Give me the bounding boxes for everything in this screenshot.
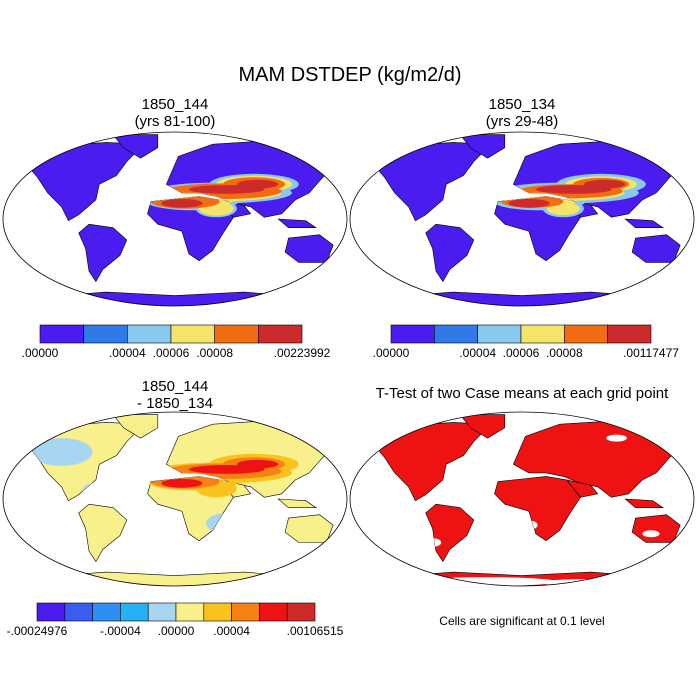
panel-title-case1-line1: 1850_144: [141, 96, 209, 113]
colorbar-label-4: .00106515: [287, 624, 344, 638]
map-difference-land-greenland: [112, 414, 159, 439]
panel-title-case2-line1: 1850_134: [488, 96, 556, 113]
colorbar-box-3: [170, 324, 215, 344]
map-case2-border: [349, 131, 695, 307]
map-difference-value-region-3-0: [161, 478, 203, 488]
map-ttest-insignificant-region-7: [539, 579, 643, 586]
panel-title-difference-line1: 1850_144: [141, 378, 209, 395]
colorbar-box-5: [607, 324, 652, 344]
map-ttest-insignificant-region-4: [669, 443, 684, 451]
panel-title-ttest: T-Test of two Case means at each grid po…: [352, 385, 692, 402]
colorbar-case1: .00000 .00004 .00006 .00008 .00223992: [22, 324, 331, 360]
colorbar-difference: -.00024976 -.00004 .00000 .00004 .00106515: [7, 602, 344, 638]
map-case2-land-greenland: [459, 134, 506, 159]
panel-title-case2-line2: (yrs 29-48): [485, 113, 559, 130]
map-case1-land-southAmerica: [78, 223, 128, 283]
colorbar-label-1: -.00004: [100, 624, 141, 638]
colorbar-box-6: [203, 602, 232, 622]
colorbar-box-4: [147, 602, 177, 622]
map-case1-land-greenland: [112, 134, 159, 159]
map-case2-value-region-3-2: [584, 179, 626, 189]
colorbar-box-4: [564, 324, 608, 344]
colorbar-label-2: .00000: [158, 624, 195, 638]
colorbar-box-9: [286, 602, 316, 622]
colorbar-box-0: [39, 324, 84, 344]
map-difference-value-region-0-0: [30, 438, 93, 466]
panel-title-case2: 1850_134 (yrs 29-48): [352, 96, 692, 130]
colorbar-box-2: [127, 324, 172, 344]
map-case2-land-southAmerica: [425, 223, 475, 283]
map-difference-land-southAmerica: [78, 503, 128, 563]
map-case1-value-region-3-0: [161, 198, 203, 208]
colorbar-label-0: .00000: [22, 346, 59, 360]
map-case2: [349, 131, 695, 307]
colorbar-box-0: [36, 602, 66, 622]
colorbar-label-3: .00008: [546, 346, 583, 360]
colorbar-label-1: .00004: [459, 346, 496, 360]
colorbar-label-4: .00223992: [274, 346, 331, 360]
map-case1-land-indonesia: [277, 218, 317, 228]
colorbar-case2: .00000 .00004 .00006 .00008 .00117477: [373, 324, 679, 360]
colorbar-box-1: [64, 602, 93, 622]
map-case2-land-antarctica: [384, 291, 660, 306]
map-case1-land-antarctica: [37, 291, 313, 306]
map-case1: [2, 131, 348, 307]
colorbar-label-4: .00117477: [623, 346, 679, 360]
panel-title-ttest-line1: T-Test of two Case means at each grid po…: [375, 385, 669, 402]
colorbar-label-1: .00004: [109, 346, 146, 360]
colorbar-label-2: .00006: [153, 346, 190, 360]
map-ttest-insignificant-region-5: [642, 530, 660, 538]
colorbar-box-2: [477, 324, 522, 344]
colorbar-label-0: .00000: [373, 346, 410, 360]
map-difference: [2, 411, 348, 587]
colorbar-box-1: [434, 324, 478, 344]
map-ttest-land-arabia: [565, 479, 599, 498]
colorbar-box-5: [258, 324, 303, 344]
map-case2-value-region-3-0: [508, 198, 550, 208]
map-difference-land-indonesia: [277, 498, 317, 508]
map-ttest-border: [349, 411, 695, 587]
colorbar-box-5: [175, 602, 205, 622]
panel-title-case1: 1850_144 (yrs 81-100): [5, 96, 345, 130]
map-ttest-insignificant-region-3: [606, 434, 627, 442]
panel-title-case1-line2: (yrs 81-100): [134, 113, 216, 130]
colorbar-box-2: [92, 602, 121, 622]
map-case2-land-indonesia: [624, 218, 664, 228]
map-ttest-land-greenland: [459, 414, 506, 439]
map-ttest-land-southAmerica: [425, 503, 475, 563]
colorbar-box-0: [390, 324, 435, 344]
map-ttest-land-indonesia: [624, 498, 664, 508]
colorbar-box-4: [214, 324, 259, 344]
map-ttest-land-eurasia: [513, 420, 688, 498]
colorbar-box-1: [83, 324, 128, 344]
map-ttest-insignificant-region-6: [418, 577, 557, 586]
map-ttest: [349, 411, 695, 587]
map-difference-border: [2, 411, 348, 587]
map-difference-land-antarctica: [37, 571, 313, 586]
colorbar-label-0: -.00024976: [7, 624, 68, 638]
map-ttest-land-africa: [494, 476, 581, 542]
colorbar-box-8: [259, 602, 288, 622]
colorbar-label-3: .00008: [196, 346, 233, 360]
map-difference-value-region-3-2: [237, 459, 279, 469]
panel-title-difference: 1850_144 - 1850_134: [5, 378, 345, 412]
colorbar-box-3: [120, 602, 149, 622]
map-case1-border: [2, 131, 348, 307]
colorbar-label-2: .00006: [503, 346, 540, 360]
colorbar-label-3: .00004: [213, 624, 250, 638]
map-case1-value-region-3-2: [237, 179, 279, 189]
map-ttest-insignificant-region-0: [367, 441, 385, 449]
figure-title: MAM DSTDEP (kg/m2/d): [238, 64, 462, 86]
colorbar-box-3: [520, 324, 565, 344]
colorbar-box-7: [231, 602, 260, 622]
panel-title-difference-line2: - 1850_134: [137, 395, 213, 412]
ttest-note: Cells are significant at 0.1 level: [439, 614, 605, 628]
